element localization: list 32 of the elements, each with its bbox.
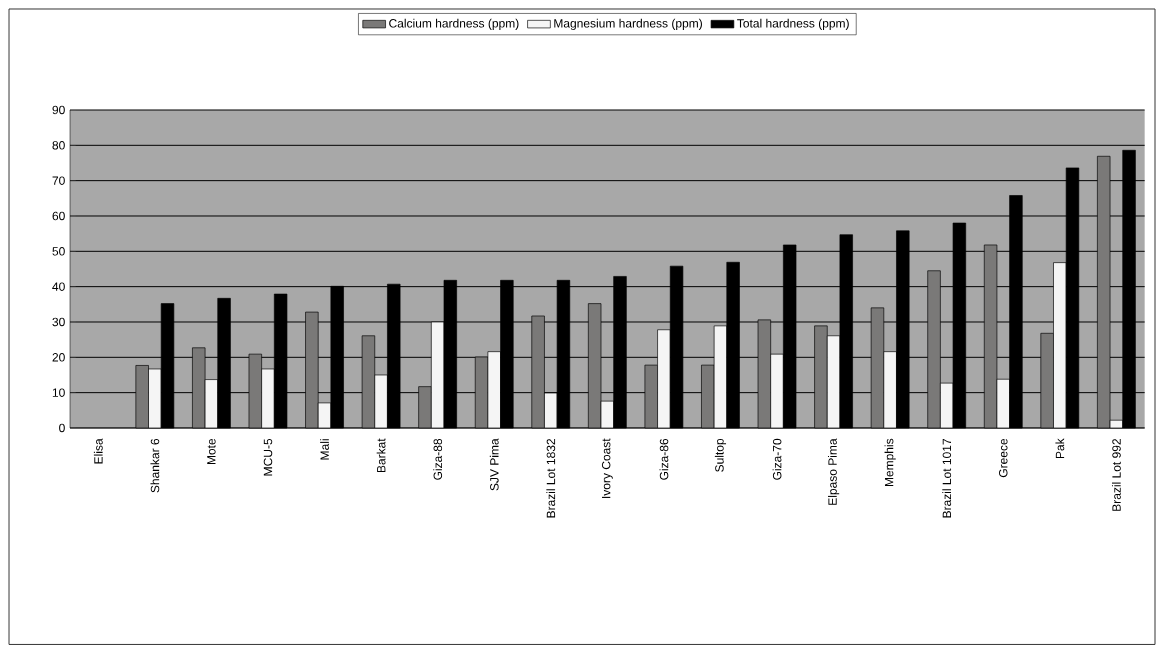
y-tick-label: 30 [52,317,65,327]
x-tick-label: Sultop [714,438,727,472]
x-tick-label: Ivory Coast [601,438,613,498]
y-tick-label: 50 [52,247,65,256]
x-tick-label: Giza-88 [433,438,443,480]
x-tick-label: Mote [207,438,216,465]
x-tick-label: Memphis [884,438,896,487]
x-tick-label: Giza-86 [659,438,669,480]
y-tick-label: 20 [52,353,65,362]
x-tick-label: Brazil Lot 1017 [942,439,952,518]
x-tick-label: Shankar 6 [150,438,160,493]
y-tick-label: 90 [52,105,65,115]
legend-label: Magnesium hardness (ppm) [554,18,702,30]
x-tick-label: Elisa [93,438,103,464]
x-tick-label: MCU-5 [263,438,273,476]
x-tick-label: SJV Pima [489,438,499,491]
x-tick-label: Giza-70 [772,438,782,480]
y-tick-label: 60 [52,211,65,221]
x-tick-label: Pak [1055,438,1065,459]
x-tick-label: Greece [999,438,1008,478]
x-tick-label: Brazil Lot 992 [1111,439,1121,511]
y-tick-label: 10 [52,388,65,397]
x-tick-label: Mali [320,439,329,460]
x-tick-label: Elpaso Pima [827,438,840,505]
legend-label: Calcium hardness (ppm) [389,18,519,30]
y-tick-label: 70 [52,176,65,185]
x-tick-label: Brazil Lot 1832 [546,439,556,518]
y-tick-label: 40 [52,282,65,291]
y-tick-label: 0 [59,423,65,433]
y-tick-label: 80 [52,141,65,150]
legend-label: Total hardness (ppm) [737,18,849,30]
x-tick-label: Barkat [376,438,386,473]
